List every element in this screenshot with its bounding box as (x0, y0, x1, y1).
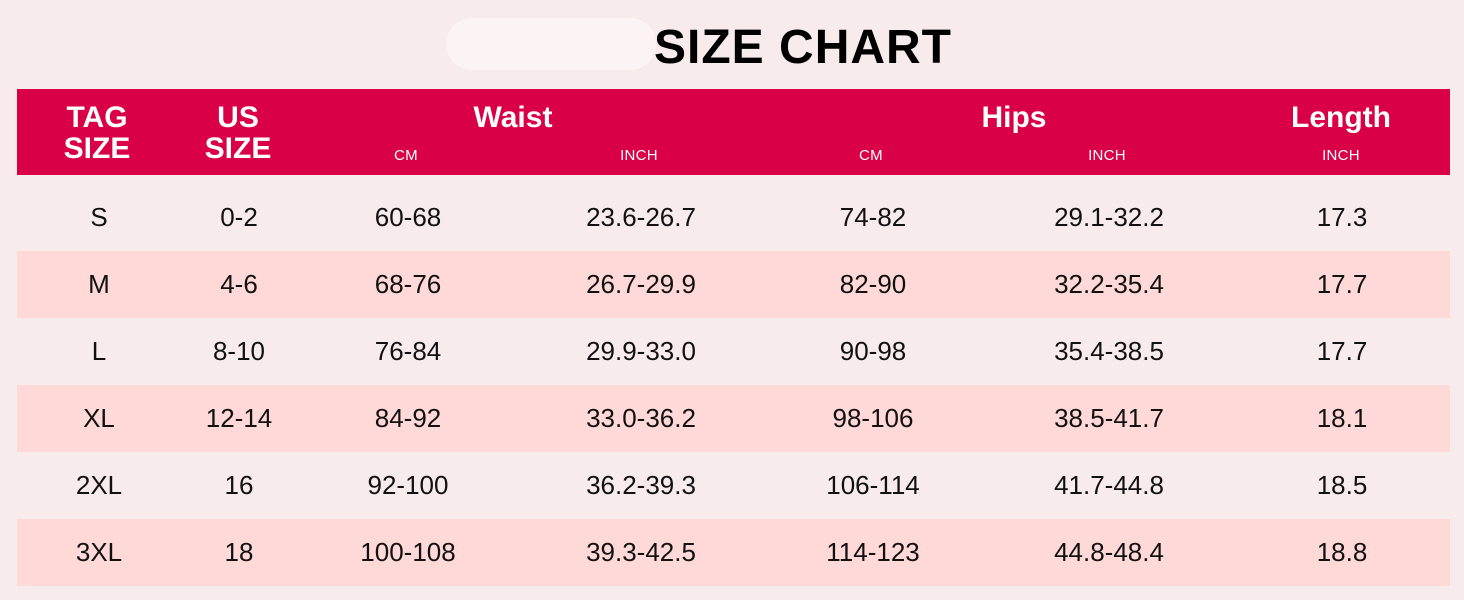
waist-cm-cell: 68-76 (374, 269, 442, 299)
table-row: XL 12-14 84-92 33.0-36.2 98-106 38.5-41.… (17, 385, 1450, 452)
hips-cm-cell: 82-90 (839, 269, 907, 299)
header-hips-cm: CM (859, 147, 883, 164)
length-inch-cell: 17.7 (1316, 336, 1368, 366)
us-size-cell: 0-2 (220, 202, 258, 232)
table-row: M 4-6 68-76 26.7-29.9 82-90 32.2-35.4 17… (17, 251, 1450, 318)
hips-inch-cell: 41.7-44.8 (1054, 470, 1164, 500)
hips-cm-cell: 114-123 (826, 537, 920, 567)
waist-inch-cell: 29.9-33.0 (586, 336, 696, 366)
length-inch-cell: 17.7 (1316, 269, 1368, 299)
hips-inch-cell: 44.8-48.4 (1054, 537, 1164, 567)
hips-inch-cell: 32.2-35.4 (1054, 269, 1164, 299)
hips-cm-cell: 74-82 (839, 202, 907, 232)
header-hips: Hips (981, 101, 1047, 134)
waist-inch-cell: 26.7-29.9 (586, 269, 696, 299)
length-inch-cell: 18.8 (1316, 537, 1368, 567)
us-size-cell: 18 (224, 537, 254, 567)
hips-inch-cell: 38.5-41.7 (1054, 403, 1164, 433)
header-waist-cm: CM (394, 147, 418, 164)
length-inch-cell: 18.5 (1316, 470, 1368, 500)
us-size-cell: 16 (224, 470, 254, 500)
length-inch-cell: 17.3 (1316, 202, 1368, 232)
hips-cm-cell: 106-114 (826, 470, 920, 500)
header-waist-inch: INCH (620, 147, 658, 164)
tag-size-cell: XL (83, 403, 115, 433)
table-row: 3XL 18 100-108 39.3-42.5 114-123 44.8-48… (17, 519, 1450, 586)
tag-size-cell: M (88, 269, 110, 299)
tag-size-cell: L (91, 336, 107, 366)
header-hips-inch: INCH (1088, 147, 1126, 164)
hips-cm-cell: 90-98 (839, 336, 907, 366)
header-length: Length (1291, 101, 1391, 134)
us-size-cell: 8-10 (212, 336, 266, 366)
table-row: S 0-2 60-68 23.6-26.7 74-82 29.1-32.2 17… (17, 184, 1450, 251)
waist-cm-cell: 60-68 (374, 202, 442, 232)
waist-cm-cell: 92-100 (367, 470, 449, 500)
header-tag-size-line-2: SIZE (63, 132, 131, 165)
table-row: 2XL 16 92-100 36.2-39.3 106-114 41.7-44.… (17, 452, 1450, 519)
hips-inch-cell: 29.1-32.2 (1054, 202, 1164, 232)
hips-inch-cell: 35.4-38.5 (1054, 336, 1164, 366)
header-us-size-line-2: SIZE (204, 132, 272, 165)
size-chart-table: TAG SIZE US SIZE Waist CM INCH Hips CM I… (17, 89, 1450, 586)
tag-size-cell: 2XL (75, 470, 123, 500)
tag-size-cell: 3XL (75, 537, 123, 567)
waist-cm-cell: 76-84 (374, 336, 442, 366)
page-title: SIZE CHART (654, 21, 952, 74)
waist-inch-cell: 36.2-39.3 (586, 470, 696, 500)
tag-size-cell: S (90, 202, 108, 232)
table-header: TAG SIZE US SIZE Waist CM INCH Hips CM I… (17, 89, 1450, 175)
length-inch-cell: 18.1 (1316, 403, 1368, 433)
header-us-size-line-1: US (217, 101, 259, 134)
title-area: SIZE CHART (0, 18, 1464, 82)
hips-cm-cell: 98-106 (832, 403, 914, 433)
header-length-inch: INCH (1322, 147, 1360, 164)
waist-inch-cell: 23.6-26.7 (586, 202, 696, 232)
title-decoration (446, 18, 656, 70)
table-body: S 0-2 60-68 23.6-26.7 74-82 29.1-32.2 17… (17, 184, 1450, 586)
us-size-cell: 12-14 (205, 403, 273, 433)
waist-cm-cell: 84-92 (374, 403, 442, 433)
waist-inch-cell: 39.3-42.5 (586, 537, 696, 567)
waist-cm-cell: 100-108 (360, 537, 456, 567)
header-tag-size-line-1: TAG (66, 101, 128, 134)
table-row: L 8-10 76-84 29.9-33.0 90-98 35.4-38.5 1… (17, 318, 1450, 385)
us-size-cell: 4-6 (220, 269, 258, 299)
waist-inch-cell: 33.0-36.2 (586, 403, 696, 433)
header-waist: Waist (473, 101, 553, 134)
